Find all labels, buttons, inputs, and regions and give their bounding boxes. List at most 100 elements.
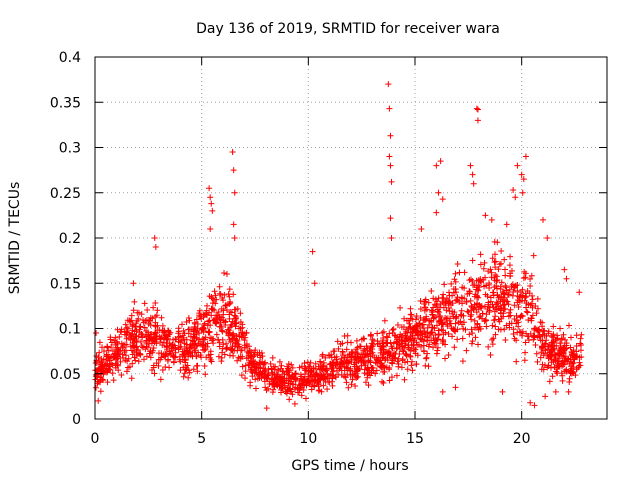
data-point — [414, 342, 421, 349]
data-point — [159, 367, 166, 374]
data-point — [151, 331, 158, 338]
data-point — [554, 332, 561, 339]
data-point — [475, 341, 482, 348]
data-point — [552, 354, 559, 361]
data-point — [290, 381, 297, 388]
data-point — [286, 372, 293, 379]
data-point — [510, 326, 517, 333]
data-point — [501, 294, 508, 301]
data-point — [404, 358, 411, 365]
data-point — [530, 252, 537, 259]
data-point — [539, 323, 546, 330]
data-point — [175, 328, 182, 335]
data-point — [402, 350, 409, 357]
data-point — [278, 362, 285, 369]
data-point — [321, 373, 328, 380]
data-point — [408, 337, 415, 344]
y-tick-label: 0.1 — [59, 322, 81, 338]
data-point — [467, 313, 474, 320]
data-point — [134, 309, 141, 316]
data-point — [513, 358, 520, 365]
data-point — [519, 332, 526, 339]
data-points — [92, 81, 585, 412]
data-point — [555, 358, 562, 365]
data-point — [425, 363, 432, 370]
data-point — [207, 194, 214, 201]
data-point — [152, 299, 159, 306]
data-point — [544, 364, 551, 371]
data-point — [511, 335, 518, 342]
data-point — [93, 384, 100, 391]
data-point — [380, 351, 387, 358]
data-point — [473, 105, 480, 112]
data-point — [549, 342, 556, 349]
grid-lines — [95, 57, 607, 419]
data-point — [520, 275, 527, 282]
data-point — [234, 305, 241, 312]
data-point — [159, 342, 166, 349]
data-point — [525, 337, 532, 344]
data-point — [384, 339, 391, 346]
data-point — [226, 286, 233, 293]
data-point — [128, 312, 135, 319]
data-point — [555, 350, 562, 357]
data-point — [216, 343, 223, 350]
data-point — [452, 278, 459, 285]
data-point — [204, 340, 211, 347]
data-point — [151, 235, 158, 241]
data-point — [286, 396, 293, 403]
data-point — [537, 319, 544, 326]
data-point — [212, 320, 219, 327]
data-point — [533, 310, 540, 317]
data-point — [349, 371, 356, 378]
data-point — [449, 333, 456, 340]
data-point — [177, 358, 184, 365]
data-point — [469, 257, 476, 264]
data-point — [106, 357, 113, 364]
data-point — [566, 378, 573, 385]
data-point — [417, 329, 424, 336]
data-point — [243, 355, 250, 362]
data-point — [181, 340, 188, 347]
y-tick-label: 0.4 — [59, 50, 81, 66]
data-point — [395, 355, 402, 362]
data-point — [436, 312, 443, 319]
data-point — [186, 348, 193, 355]
data-point — [166, 331, 173, 338]
data-point — [448, 280, 455, 287]
data-point — [554, 362, 561, 369]
data-point — [374, 330, 381, 337]
data-point — [439, 320, 446, 327]
data-point — [503, 284, 510, 291]
data-point — [276, 358, 283, 365]
data-point — [454, 260, 461, 267]
data-point — [158, 314, 165, 321]
data-point — [215, 309, 222, 316]
data-point — [521, 268, 528, 275]
data-point — [343, 346, 350, 353]
data-point — [494, 300, 501, 307]
data-point — [154, 307, 161, 314]
data-point — [445, 351, 452, 358]
data-point — [487, 351, 494, 358]
data-point — [440, 321, 447, 328]
data-point — [457, 311, 464, 318]
data-point — [134, 346, 141, 353]
data-point — [245, 354, 252, 361]
data-point — [301, 376, 308, 383]
data-point — [374, 359, 381, 366]
data-point — [446, 289, 453, 296]
data-point — [99, 344, 106, 351]
data-point — [361, 354, 368, 361]
data-point — [289, 364, 296, 371]
data-point — [515, 304, 522, 311]
data-point — [493, 301, 500, 308]
data-point — [248, 364, 255, 371]
data-point — [223, 271, 230, 278]
data-point — [99, 365, 106, 372]
data-point — [501, 256, 508, 263]
data-point — [528, 300, 535, 307]
data-point — [303, 367, 310, 374]
data-point — [422, 316, 429, 323]
data-point — [309, 248, 316, 255]
